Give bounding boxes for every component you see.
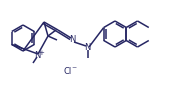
Text: N: N — [34, 50, 40, 59]
Text: ⁻: ⁻ — [72, 65, 77, 75]
Text: N: N — [69, 36, 75, 45]
Text: N: N — [84, 42, 90, 52]
Text: +: + — [39, 50, 44, 56]
Text: Cl: Cl — [64, 67, 72, 76]
